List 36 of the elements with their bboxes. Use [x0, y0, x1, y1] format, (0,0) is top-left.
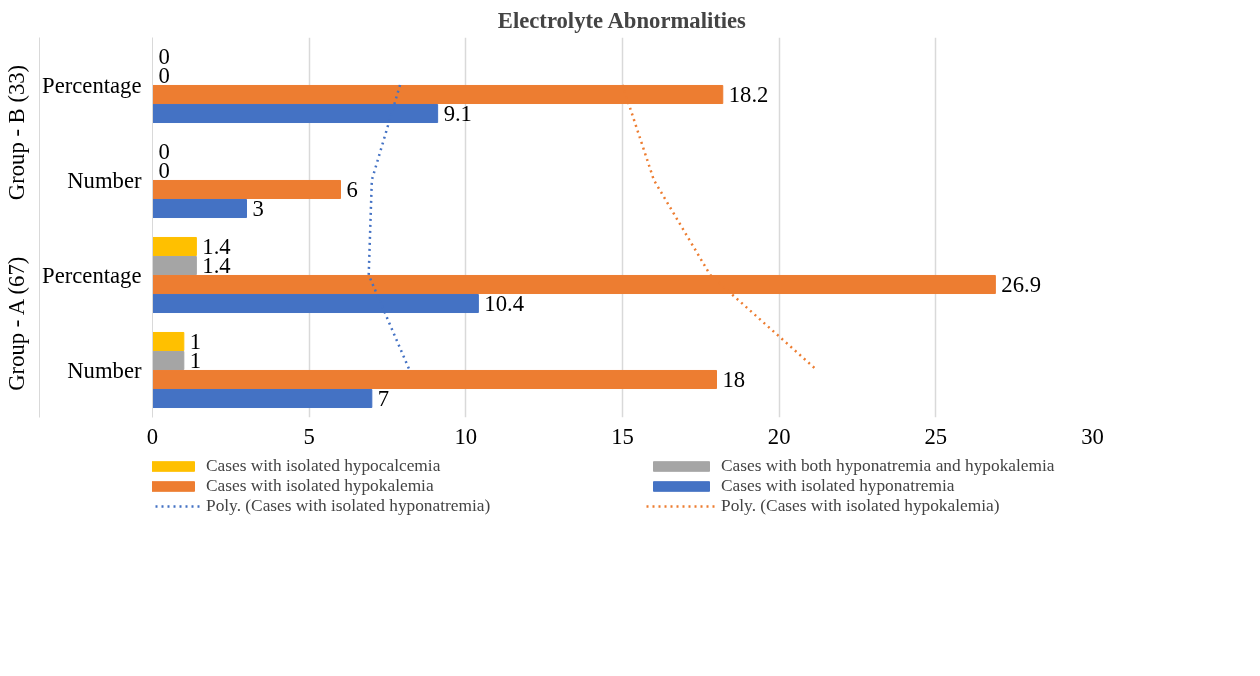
data-label: 18.2 — [728, 82, 769, 107]
bar — [152, 331, 185, 352]
data-label: 26.9 — [1001, 272, 1042, 297]
x-tick-label: 10 — [454, 423, 478, 449]
data-label: 6 — [346, 177, 358, 202]
bar — [152, 388, 373, 409]
data-label: 9.1 — [443, 101, 472, 126]
data-label: 3 — [252, 196, 264, 221]
bar — [152, 198, 247, 219]
x-tick-label: 25 — [924, 423, 948, 449]
chart-title: Electrolyte Abnormalities — [497, 7, 747, 33]
bar — [152, 179, 341, 200]
bar — [152, 236, 197, 257]
y-tick-label: Percentage — [42, 72, 142, 98]
y-tick-label: Number — [67, 357, 142, 383]
bar — [152, 350, 185, 371]
y-tick-label: Percentage — [42, 262, 142, 288]
legend-label: Cases with both hyponatremia and hypokalemia — [721, 456, 1056, 476]
legend-label: Poly. (Cases with isolated hypokalemia) — [721, 496, 1001, 516]
y-tick-label: Number — [67, 167, 142, 193]
legend-label: Poly. (Cases with isolated hyponatremia) — [206, 496, 492, 516]
legend-label: Cases with isolated hypokalemia — [206, 476, 435, 496]
legend-label: Cases with isolated hypocalcemia — [206, 456, 442, 476]
x-tick-label: 5 — [303, 423, 315, 449]
x-tick-label: 30 — [1081, 423, 1104, 449]
data-label: 7 — [377, 386, 390, 411]
data-label: 10.4 — [484, 291, 525, 316]
bar — [152, 369, 717, 390]
x-tick-label: 0 — [146, 423, 159, 449]
x-tick-label: 20 — [767, 423, 791, 449]
text: Group - A (67) — [3, 256, 29, 391]
bar — [152, 255, 197, 276]
data-label: 18 — [722, 367, 746, 392]
x-tick-label: 15 — [611, 423, 634, 449]
legend-label: Cases with isolated hyponatremia — [721, 476, 956, 496]
text: Group - B (33) — [3, 64, 29, 201]
